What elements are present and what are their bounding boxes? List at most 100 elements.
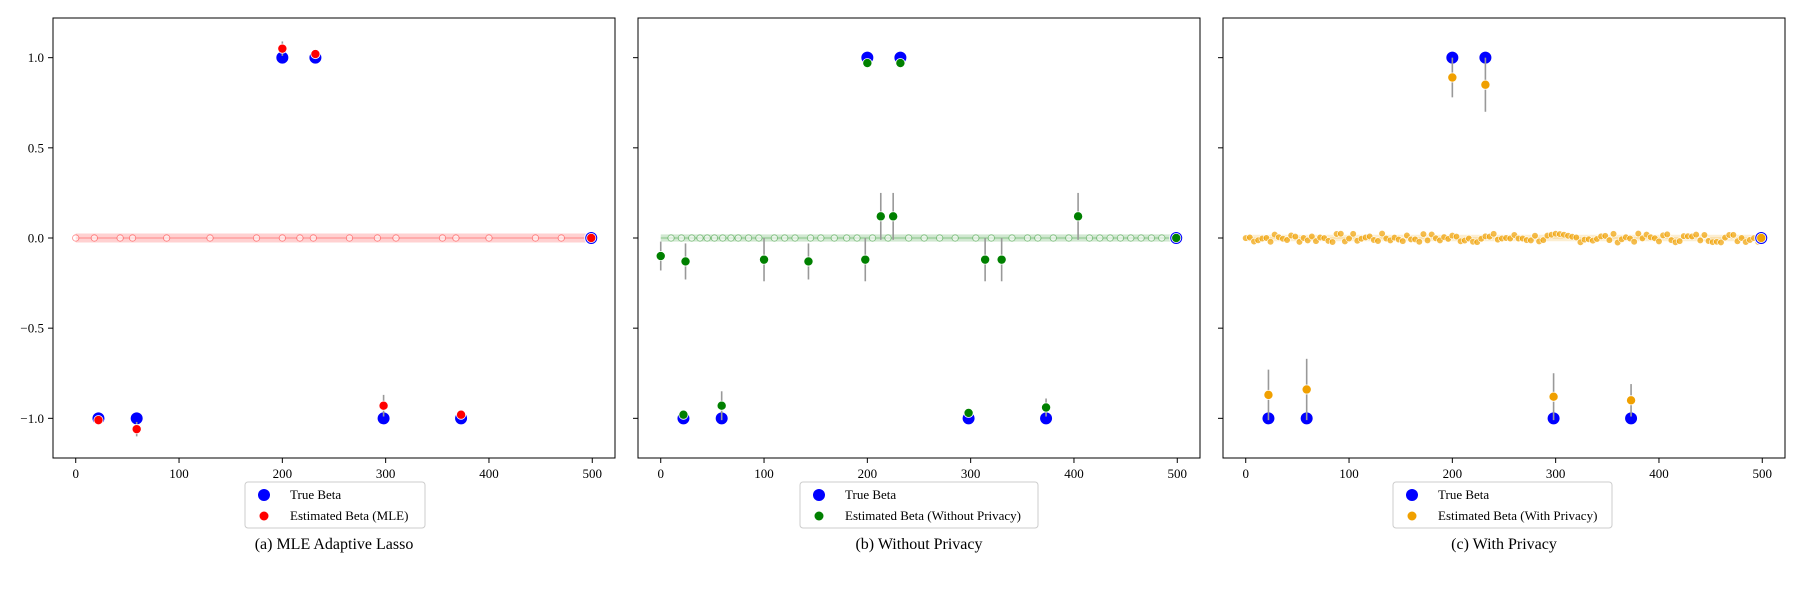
zero-estimate-point: [770, 234, 778, 242]
noisy-estimate-point: [1283, 236, 1291, 244]
noisy-estimate-point: [1399, 237, 1407, 245]
estimated-beta-point: [1171, 232, 1182, 243]
zero-estimate-point: [1137, 234, 1145, 242]
x-tick-label: 400: [479, 466, 499, 481]
legend-label-true-beta: True Beta: [290, 487, 341, 502]
zero-estimate-point: [392, 234, 400, 242]
zero-estimate-point: [703, 234, 711, 242]
estimated-beta-point: [680, 256, 691, 267]
x-tick-label: 300: [376, 466, 396, 481]
legend-label-true-beta: True Beta: [1438, 487, 1489, 502]
zero-estimate-point: [696, 234, 704, 242]
noisy-estimate-point: [1572, 233, 1580, 242]
zero-estimate-point: [972, 234, 980, 242]
legend-label-estimated-beta: Estimated Beta (With Privacy): [1438, 508, 1597, 523]
zero-estimate-point: [1096, 234, 1104, 242]
estimated-beta-point: [996, 254, 1007, 265]
zero-estimate-point: [677, 234, 685, 242]
noisy-estimate-point: [1337, 230, 1345, 238]
estimated-beta-point: [963, 407, 974, 418]
panel-3: 0 100 200 300 400 500 True Beta Estimated Beta …: [1218, 17, 1786, 553]
zero-estimate-point: [1116, 234, 1125, 242]
noisy-estimate-point: [1374, 237, 1382, 245]
zero-estimate-point: [744, 234, 753, 242]
zero-estimate-point: [734, 234, 742, 242]
zero-estimate-point: [781, 234, 789, 242]
noisy-estimate-point: [1717, 238, 1725, 246]
noisy-estimate-point: [1423, 236, 1432, 244]
legend-marker-true-beta: [813, 489, 825, 501]
y-tick-label: −1.0: [20, 411, 44, 426]
noisy-estimate-point: [1634, 229, 1642, 238]
estimated-beta-point: [310, 49, 321, 60]
estimated-beta-point: [759, 254, 770, 265]
y-tick-label: 1.0: [28, 50, 44, 65]
legend-box: [244, 481, 426, 529]
zero-estimate-point: [438, 234, 447, 242]
zero-estimate-point: [1049, 234, 1057, 242]
estimate-band: [660, 234, 1177, 242]
panel-caption: (b) Without Privacy: [855, 536, 982, 553]
noisy-estimate-point: [1452, 233, 1461, 241]
zero-estimate-point: [163, 234, 171, 242]
noisy-estimate-point: [1349, 230, 1357, 238]
zero-estimate-point: [1158, 234, 1166, 242]
legend-marker-estimated-beta: [259, 511, 269, 521]
noisy-estimate-point: [1605, 236, 1613, 244]
zero-estimate-point: [884, 234, 892, 242]
x-tick-label: 400: [1064, 466, 1084, 481]
noisy-estimate-point: [1490, 230, 1498, 238]
zero-estimate-point: [719, 234, 727, 242]
estimated-beta-point: [1263, 389, 1274, 400]
legend-box: [799, 481, 1039, 529]
x-tick-label: 100: [1339, 466, 1359, 481]
noisy-estimate-point: [1663, 230, 1671, 239]
zero-estimate-point: [1065, 234, 1073, 242]
estimated-beta-point: [716, 400, 727, 411]
noisy-estimate-point: [1378, 230, 1386, 238]
noisy-estimate-point: [1729, 231, 1737, 239]
zero-estimate-point: [987, 234, 995, 242]
noisy-estimate-point: [1308, 232, 1316, 241]
noisy-estimate-point: [1266, 238, 1275, 246]
zero-estimate-point: [853, 234, 861, 242]
zero-estimate-point: [1008, 234, 1016, 242]
zero-estimate-point: [296, 234, 304, 242]
panel-1: 0 100 200 300 400 500 1.0 0.5 0.0 −0.5 −1.0 True Be…: [20, 17, 616, 553]
legend-marker-estimated-beta: [1407, 511, 1417, 521]
zero-estimate-point: [688, 234, 696, 242]
zero-estimate-point: [90, 234, 98, 242]
panel-caption: (c) With Privacy: [1451, 536, 1557, 553]
zero-estimate-point: [1106, 234, 1114, 242]
estimated-beta-point: [895, 58, 906, 69]
estimated-beta-point: [1041, 402, 1052, 413]
estimated-beta-point: [131, 424, 142, 435]
noisy-estimate-point: [1419, 230, 1428, 238]
legend-box: [1392, 481, 1613, 529]
legend-marker-true-beta: [1406, 489, 1418, 501]
zero-estimate-point: [710, 234, 719, 242]
noisy-estimate-point: [1345, 234, 1353, 243]
legend-marker-true-beta: [258, 489, 270, 501]
zero-estimate-point: [557, 234, 565, 242]
x-tick-label: 300: [961, 466, 981, 481]
estimated-beta-point: [1548, 391, 1559, 402]
noisy-estimate-point: [1291, 232, 1299, 241]
estimated-beta-point: [1447, 72, 1458, 83]
zero-estimate-point: [128, 234, 137, 242]
zero-estimate-point: [452, 234, 460, 242]
zero-estimate-point: [920, 234, 928, 242]
zero-estimate-point: [951, 234, 959, 242]
estimated-beta-point: [875, 211, 886, 222]
estimated-beta-point: [655, 251, 666, 262]
estimated-beta-point: [1626, 395, 1637, 406]
zero-estimate-point: [817, 234, 825, 242]
estimated-beta-point: [1301, 384, 1312, 395]
x-tick-label: 300: [1546, 466, 1566, 481]
zero-estimate-point: [531, 234, 540, 242]
zero-estimate-point: [1085, 234, 1094, 242]
estimated-beta-point: [1073, 211, 1084, 222]
x-tick-label: 0: [1242, 466, 1249, 481]
estimated-beta-point: [586, 232, 597, 243]
